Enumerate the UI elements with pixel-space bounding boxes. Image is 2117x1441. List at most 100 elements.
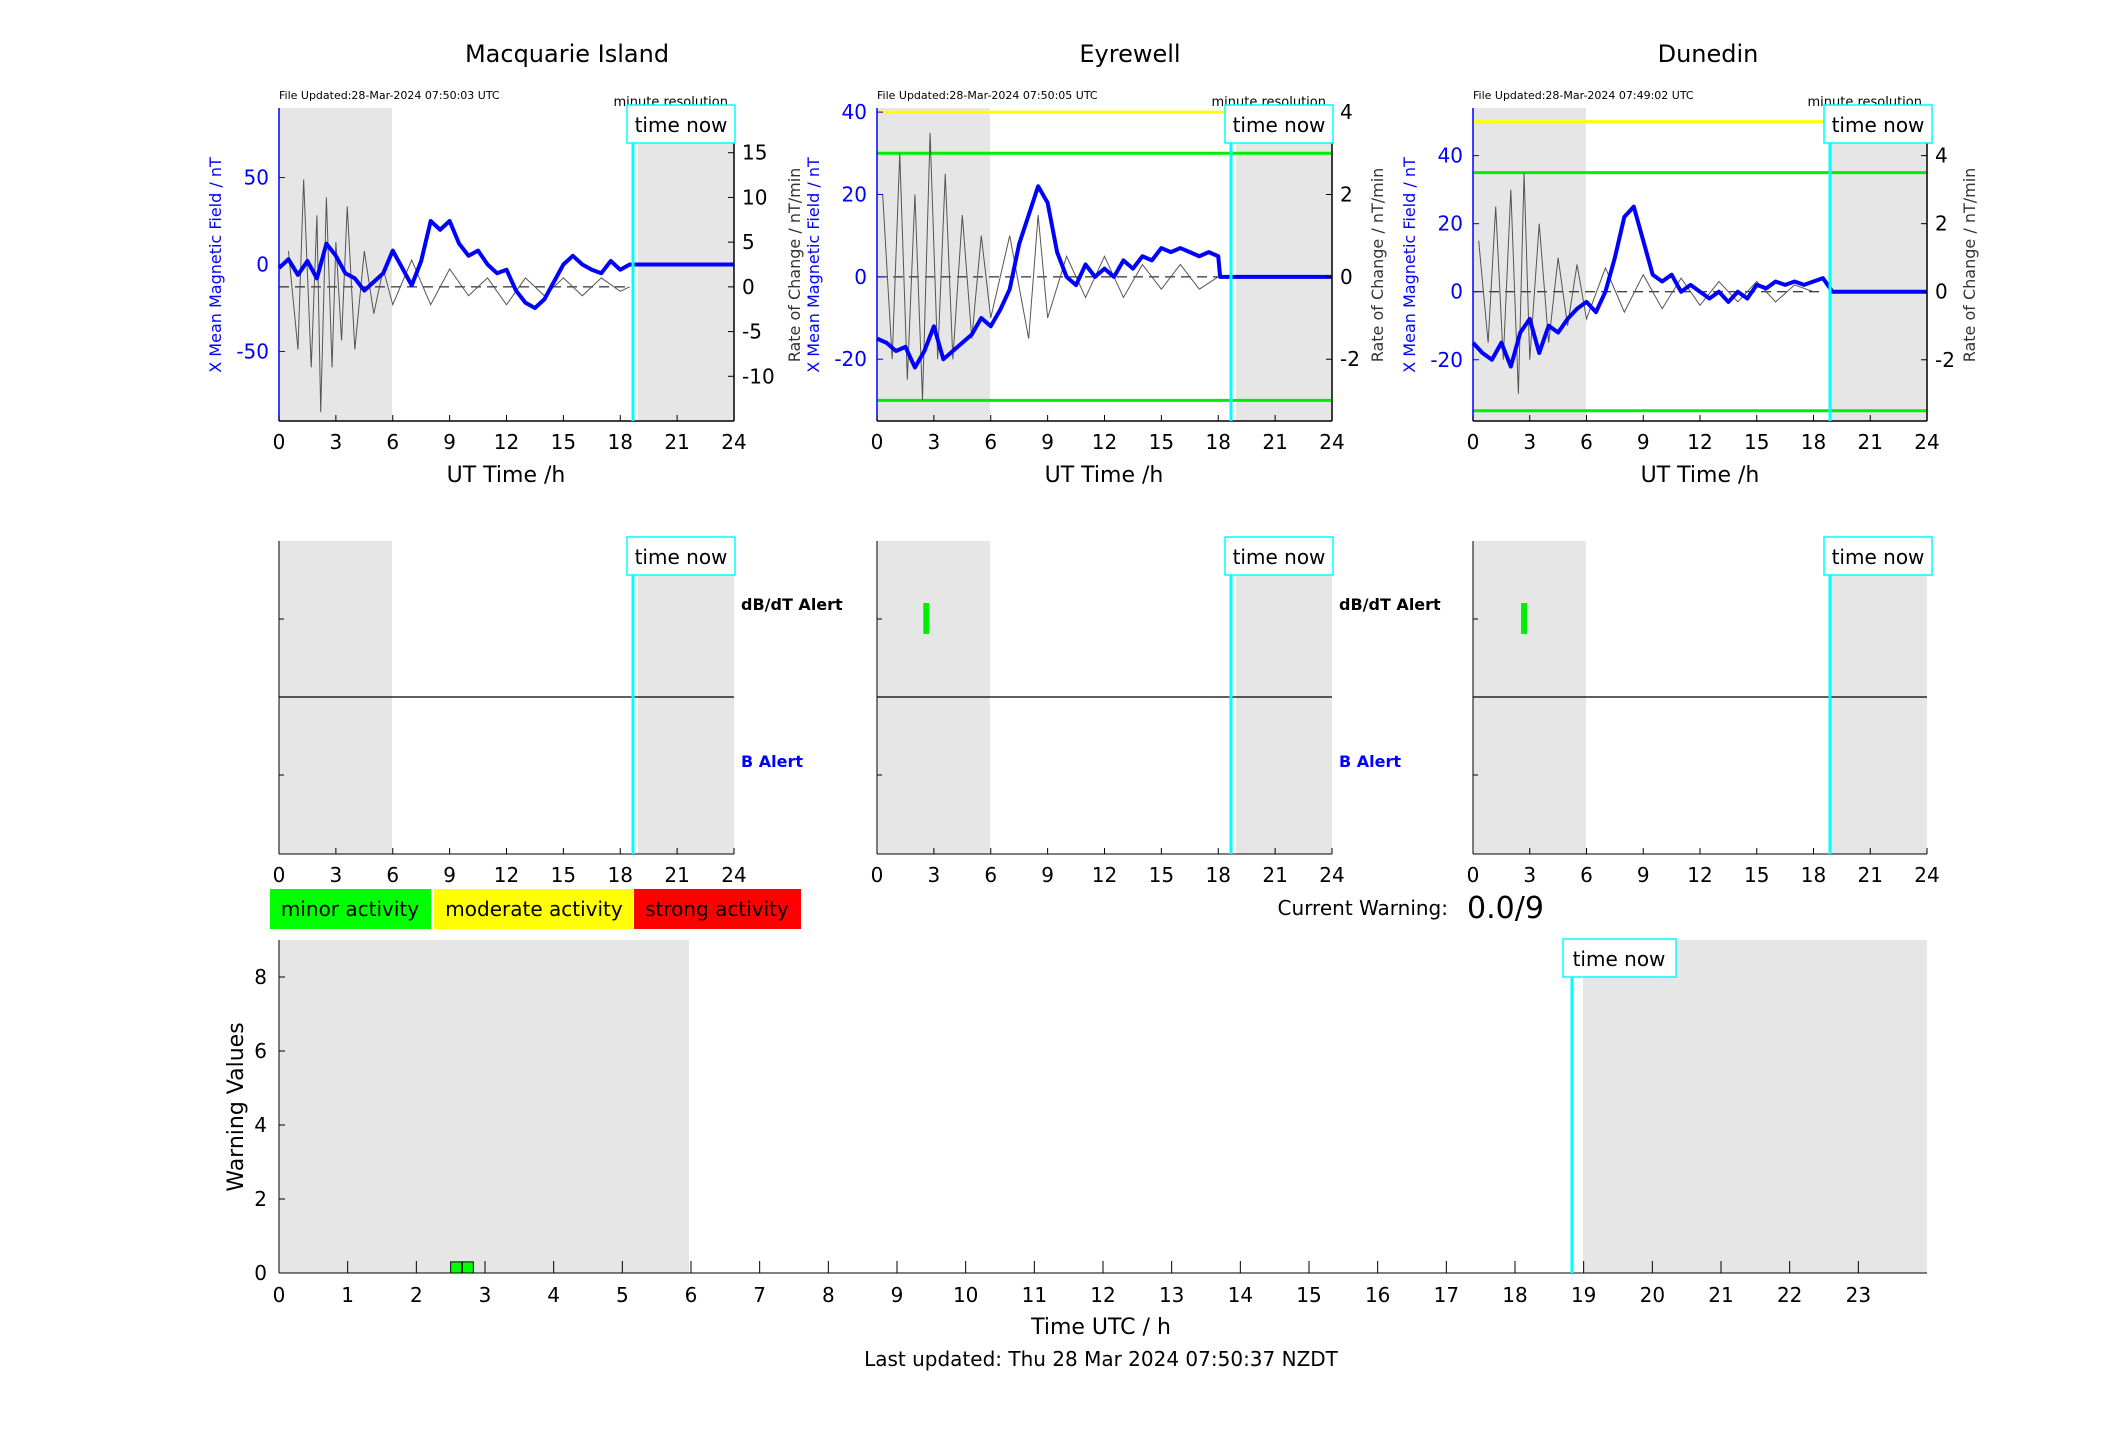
night-shade-left: [877, 108, 990, 421]
current-warning: Current Warning: 0.0/9: [1278, 891, 1544, 926]
y-tick-label: 50: [244, 166, 269, 190]
y-tick-label: 4: [1340, 100, 1353, 124]
time-now-box: [626, 104, 736, 144]
x-axis-label: UT Time /h: [447, 463, 566, 488]
x-tick-label: 15: [1296, 1283, 1321, 1307]
y-axis-label: Warning Values: [224, 1022, 249, 1191]
y-tick-label: 5: [742, 230, 755, 254]
current-warning-value: 0.0/9: [1467, 891, 1544, 926]
x-tick-label: 17: [1434, 1283, 1459, 1307]
legend-strong-label: strong activity: [645, 897, 789, 921]
x-tick-label: 10: [953, 1283, 978, 1307]
y-tick-label: 40: [842, 100, 867, 124]
x-tick-label: 3: [928, 863, 941, 887]
y-axis-left-label: X Mean Magnetic Field / nT: [206, 157, 225, 373]
x-axis-label: UT Time /h: [1045, 463, 1164, 488]
x-tick-label: 22: [1777, 1283, 1802, 1307]
night-shade-left: [279, 940, 689, 1273]
y-axis-right-label: Rate of Change / nT/min: [785, 168, 804, 363]
x-tick-label: 0: [273, 863, 286, 887]
time-now-box: [1562, 938, 1677, 978]
x-tick-label: 15: [1744, 430, 1769, 454]
plot-area: [277, 179, 734, 413]
y-tick-label: 0: [1340, 265, 1353, 289]
night-shade-right: [1236, 108, 1332, 421]
warning-bars: [450, 1261, 474, 1274]
legend-minor-label: minor activity: [281, 897, 419, 921]
y-tick-label: 6: [254, 1039, 267, 1063]
x-tick-label: 3: [928, 430, 941, 454]
x-tick-label: 7: [753, 1283, 766, 1307]
x-tick-label: 0: [273, 430, 286, 454]
x-tick-label: 21: [1262, 863, 1287, 887]
y-tick-label: 20: [842, 182, 867, 206]
x-tick-label: 12: [1687, 430, 1712, 454]
warning-bar: [461, 1261, 474, 1274]
x-tick-label: 0: [273, 1283, 286, 1307]
x-tick-label: 21: [1262, 430, 1287, 454]
y-tick-label: 20: [1438, 212, 1463, 236]
x-axis-label: Time UTC / h: [1030, 1315, 1171, 1340]
time-now-box: [1823, 104, 1933, 144]
station-panel-macquarie: Macquarie Island File Updated:28-Mar-202…: [206, 40, 804, 488]
x-tick-label: 12: [494, 863, 519, 887]
x-ticks: 0 1 2 3 4 5 6 7 8 9 10 11 12 13 14 15 16 17 18 19 20 21 22 23: [273, 1261, 1871, 1307]
file-updated: File Updated:28-Mar-2024 07:50:05 UTC: [877, 89, 1098, 102]
y-tick-label: 40: [1438, 144, 1463, 168]
night-shade-right: [1830, 108, 1927, 421]
y-tick-label: 0: [1935, 280, 1948, 304]
x-tick-label: 20: [1640, 1283, 1665, 1307]
x-tick-label: 18: [608, 863, 633, 887]
x-tick-label: 11: [1022, 1283, 1047, 1307]
y-tick-label: 15: [742, 141, 767, 165]
y-tick-label: -50: [236, 339, 269, 363]
warning-bar: [450, 1261, 463, 1274]
legend-moderate-swatch: [434, 889, 633, 929]
left-ticks: 40 20 0 -20: [834, 100, 883, 371]
dbdt-alert-mark: [1521, 603, 1528, 634]
x-tick-label: 9: [1637, 430, 1650, 454]
station-panel-dunedin: Dunedin File Updated:28-Mar-2024 07:49:0…: [1400, 40, 1979, 488]
y-tick-label: 0: [1450, 280, 1463, 304]
x-tick-label: 15: [551, 430, 576, 454]
time-now-box: [1823, 536, 1933, 576]
b-alert-label: B Alert: [1339, 752, 1401, 771]
y-tick-label: 4: [254, 1113, 267, 1137]
right-ticks: 15 10 5 0 -5 -10: [728, 141, 775, 388]
alert-marks: [923, 603, 930, 634]
x-ticks: 0 3 6 9 12 15 18 21 24: [1467, 415, 1940, 454]
x-tick-label: 3: [1523, 863, 1536, 887]
x-tick-label: 14: [1228, 1283, 1253, 1307]
x-tick-label: 15: [1149, 863, 1174, 887]
y-tick-label: 0: [854, 265, 867, 289]
panel-title: Macquarie Island: [465, 40, 669, 68]
x-tick-label: 0: [871, 863, 884, 887]
x-ticks: 0 3 6 9 12 15 18 21 24: [273, 848, 747, 887]
alert-panel-macquarie: 0 3 6 9 12 15 18 21 24 dB/dT Alert B Alert time …: [273, 536, 843, 887]
magnetic-field-series: [277, 219, 734, 310]
alert-panel-dunedin: 0 3 6 9 12 15 18 21 24 time now: [1467, 536, 1940, 887]
file-updated: File Updated:28-Mar-2024 07:50:03 UTC: [279, 89, 500, 102]
x-tick-label: 3: [1523, 430, 1536, 454]
x-tick-label: 9: [891, 1283, 904, 1307]
y-tick-label: -20: [834, 347, 867, 371]
y-axis-left-label: X Mean Magnetic Field / nT: [804, 157, 823, 373]
y-tick-label: -2: [1340, 347, 1360, 371]
time-now-label: time now: [635, 545, 728, 569]
time-now-box: [1224, 104, 1334, 144]
x-tick-label: 0: [871, 430, 884, 454]
dbdt-alert-label: dB/dT Alert: [1339, 595, 1441, 614]
magnetic-field-series: [1471, 204, 1927, 369]
x-ticks: 0 3 6 9 12 15 18 21 24: [871, 415, 1345, 454]
last-updated: Last updated: Thu 28 Mar 2024 07:50:37 N…: [864, 1347, 1339, 1371]
time-now-label: time now: [635, 113, 728, 137]
x-tick-label: 18: [1801, 430, 1826, 454]
x-tick-label: 19: [1571, 1283, 1596, 1307]
x-tick-label: 1: [341, 1283, 354, 1307]
x-tick-label: 9: [443, 430, 456, 454]
y-tick-label: 0: [742, 275, 755, 299]
x-tick-label: 12: [1090, 1283, 1115, 1307]
x-tick-label: 13: [1159, 1283, 1184, 1307]
x-ticks: 0 3 6 9 12 15 18 21 24: [273, 415, 747, 454]
